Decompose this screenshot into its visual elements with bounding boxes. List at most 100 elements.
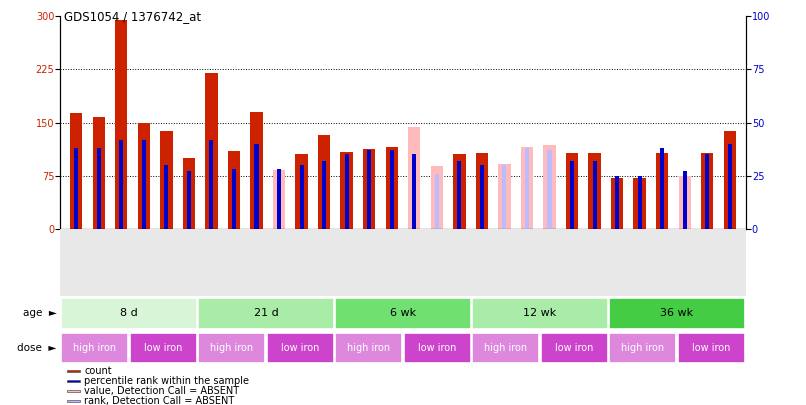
Text: 8 d: 8 d <box>120 309 138 318</box>
Bar <box>198 298 334 329</box>
Bar <box>472 333 539 363</box>
Text: GSM33540: GSM33540 <box>541 231 550 273</box>
Bar <box>290 229 313 296</box>
Text: 36 wk: 36 wk <box>660 309 694 318</box>
Bar <box>683 171 687 229</box>
Text: high iron: high iron <box>210 343 253 353</box>
Text: high iron: high iron <box>73 343 116 353</box>
Bar <box>210 139 214 229</box>
Bar <box>521 147 533 229</box>
Text: GSM33528: GSM33528 <box>270 231 279 272</box>
Bar <box>160 131 172 229</box>
Bar <box>588 153 600 229</box>
Bar <box>638 176 642 229</box>
Bar <box>65 229 88 296</box>
Text: high iron: high iron <box>621 343 664 353</box>
Bar <box>358 229 380 296</box>
Bar <box>295 154 308 229</box>
Text: low iron: low iron <box>144 343 182 353</box>
Text: percentile rank within the sample: percentile rank within the sample <box>85 376 249 386</box>
Bar <box>110 229 132 296</box>
Bar <box>476 153 488 229</box>
Bar <box>498 164 511 229</box>
Bar <box>728 144 732 229</box>
Bar <box>380 229 403 296</box>
Bar <box>678 333 745 363</box>
Text: GSM33544: GSM33544 <box>608 231 617 273</box>
Bar <box>164 165 168 229</box>
Text: GSM33527: GSM33527 <box>247 231 256 272</box>
Bar <box>547 150 551 229</box>
Text: 6 wk: 6 wk <box>390 309 416 318</box>
Text: GSM33524: GSM33524 <box>180 231 189 272</box>
Bar <box>228 151 240 229</box>
Text: GSM33537: GSM33537 <box>473 231 482 273</box>
Bar <box>61 333 128 363</box>
Bar <box>412 154 416 229</box>
Text: count: count <box>85 366 112 376</box>
Bar <box>68 380 80 382</box>
Text: GSM33546: GSM33546 <box>653 231 663 273</box>
Bar <box>434 173 438 229</box>
Text: GSM33539: GSM33539 <box>518 231 527 273</box>
Text: low iron: low iron <box>418 343 456 353</box>
Text: 21 d: 21 d <box>254 309 278 318</box>
Bar <box>570 161 574 229</box>
Text: GSM33535: GSM33535 <box>428 231 437 273</box>
Bar <box>724 131 736 229</box>
Bar <box>177 229 200 296</box>
Text: GSM33548: GSM33548 <box>698 231 707 272</box>
Text: GSM33529: GSM33529 <box>293 231 301 272</box>
Bar <box>611 178 623 229</box>
Bar <box>543 145 555 229</box>
Bar <box>115 20 127 229</box>
Bar <box>206 73 218 229</box>
Bar <box>448 229 471 296</box>
Text: GSM33515: GSM33515 <box>89 231 99 272</box>
Bar <box>471 229 493 296</box>
Bar <box>313 229 335 296</box>
Bar <box>404 333 471 363</box>
Text: GSM33532: GSM33532 <box>360 231 369 272</box>
Bar <box>318 134 330 229</box>
Text: low iron: low iron <box>692 343 730 353</box>
Bar <box>651 229 674 296</box>
Bar <box>335 333 402 363</box>
Bar <box>335 229 358 296</box>
Text: GSM33531: GSM33531 <box>338 231 347 272</box>
Text: age  ►: age ► <box>23 309 56 318</box>
Bar <box>615 176 619 229</box>
Bar <box>142 139 146 229</box>
Bar <box>245 229 268 296</box>
Bar <box>426 229 448 296</box>
Text: GSM33549: GSM33549 <box>721 231 729 273</box>
Bar <box>232 169 236 229</box>
Bar <box>390 150 394 229</box>
Bar <box>222 229 245 296</box>
Bar <box>629 229 651 296</box>
Text: high iron: high iron <box>347 343 390 353</box>
Bar <box>718 229 741 296</box>
Bar <box>277 169 281 229</box>
Bar <box>368 150 372 229</box>
Text: GSM33513: GSM33513 <box>67 231 77 272</box>
Bar <box>584 229 606 296</box>
Bar <box>155 229 177 296</box>
Bar <box>255 144 259 229</box>
Bar <box>701 153 713 229</box>
Bar <box>674 229 696 296</box>
Text: GSM33541: GSM33541 <box>563 231 572 272</box>
Bar <box>566 153 578 229</box>
Bar <box>300 165 304 229</box>
Text: low iron: low iron <box>555 343 593 353</box>
Bar <box>345 154 349 229</box>
Bar <box>187 171 191 229</box>
Bar <box>268 229 290 296</box>
Bar <box>198 333 265 363</box>
Bar <box>403 229 426 296</box>
Bar <box>592 161 596 229</box>
Bar <box>363 149 376 229</box>
Bar <box>656 153 668 229</box>
Bar <box>132 229 155 296</box>
Text: GSM33543: GSM33543 <box>585 231 595 273</box>
